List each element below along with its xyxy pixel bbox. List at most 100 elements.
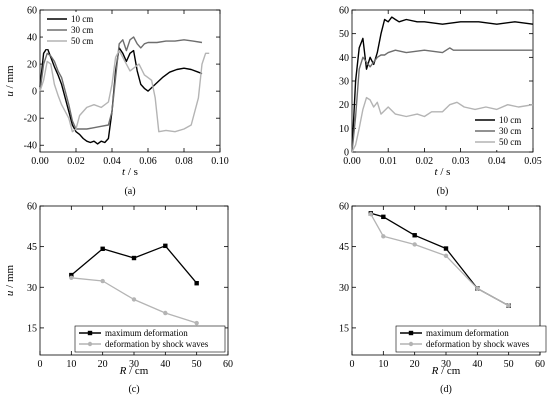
y-tick-label: 50 [339,29,349,40]
y-tick-label: 60 [27,202,37,213]
legend-label: maximum deformation [426,328,509,338]
chart-panel-d: 0 10 20 30 40 50 60 15 30 45 60 R / cm (d) maximum de… [339,202,547,395]
y-tick-label: 15 [27,323,37,334]
x-axis-unit: / cm [126,365,148,377]
series-line-dark_gray [39,36,203,130]
x-tick-label: 30 [441,359,451,370]
y-tick-label: 30 [27,283,37,294]
x-tick-label: 0.02 [67,156,85,167]
x-tick-label: 30 [129,359,139,370]
y-axis-var: u [4,290,16,296]
data-point-circle [368,211,373,217]
series-line-light_gray [351,96,534,153]
x-tick-label: 40 [472,359,482,370]
data-point-circle [381,234,386,239]
data-point-square [194,281,199,286]
y-tick-label: 40 [27,33,37,44]
y-tick-label: 45 [27,242,37,253]
x-axis-var: t [435,166,439,178]
legend-label: deformation by shock waves [426,339,530,349]
y-tick-label: 15 [339,323,349,334]
legend-label: 10 cm [499,115,521,125]
y-axis-title: u / mm [4,264,16,296]
x-tick-label: 0.06 [139,156,157,167]
data-point-square [69,272,74,278]
legend-label: 50 cm [499,137,521,147]
y-tick-label: 0 [32,87,37,98]
data-point-square [131,255,137,261]
data-point-circle [412,242,417,247]
series-line-dark_gray [351,47,533,153]
x-tick-label: 40 [160,359,170,370]
x-tick-label: 20 [98,359,108,370]
legend-box [395,325,547,353]
data-point-square [100,246,105,252]
data-point-square [163,243,168,249]
x-tick-label: 10 [66,359,76,370]
data-point-circle [100,278,105,284]
panel-label: (c) [128,384,139,395]
x-tick-label: 0 [350,359,355,370]
data-point-square [412,233,417,238]
data-point-circle [475,286,480,291]
x-tick-label: 60 [535,359,545,370]
panel-label: (a) [124,186,135,197]
data-point-circle [69,275,74,280]
chart-panel-c: 0 10 20 30 40 50 60 15 30 45 60 R / cm u / mm (c) maxi… [4,202,233,396]
x-tick-label: 0.00 [343,156,361,167]
chart-panel-a: 0.00 0.02 0.04 0.06 0.08 0.10 -40 -20 0 20 40 60 t /… [4,6,229,198]
x-axis-unit: / cm [438,365,460,377]
x-tick-label: 0.02 [416,156,434,167]
legend-label: 30 cm [499,126,521,136]
series-line-light_gray [370,213,510,307]
x-tick-label: 0 [38,359,43,370]
panel-label: (d) [440,384,452,395]
x-axis-var: t [122,166,126,178]
y-axis-title: u / mm [4,65,16,97]
x-axis-unit: / s [125,166,138,178]
x-axis-title: t / s [435,166,451,178]
y-tick-label: 20 [27,60,37,71]
y-tick-label: 30 [339,77,349,88]
y-tick-label: -20 [24,114,37,125]
data-point-circle [443,253,449,259]
legend-label: 30 cm [71,25,93,35]
y-tick-label: 60 [339,202,349,213]
data-point-square [443,246,449,251]
x-tick-label: 0.04 [103,156,121,167]
x-axis-unit: / s [438,166,451,178]
data-point-circle [163,310,168,316]
y-tick-label: 45 [339,242,349,253]
x-tick-label: 60 [223,359,233,370]
series-line-black [70,245,198,284]
chart-panel-b: 0.00 0.01 0.02 0.03 0.04 0.05 0 10 20 30 40 50 60 t /… [339,6,542,198]
legend-marker-square [408,330,414,336]
x-tick-label: 50 [504,359,514,370]
y-tick-label: 20 [339,100,349,111]
legend-marker-square [87,330,93,336]
x-axis-title: t / s [122,166,138,178]
y-axis-unit: / mm [4,65,16,91]
x-tick-label: 0.10 [211,156,229,167]
x-tick-label: 0.03 [452,156,470,167]
x-tick-label: 0.05 [524,156,542,167]
y-tick-label: -40 [24,141,37,152]
series-line-light_gray [39,49,210,133]
series-line-black [351,16,534,153]
x-tick-label: 20 [410,359,420,370]
x-tick-label: 10 [378,359,388,370]
legend-label: deformation by shock waves [105,339,209,349]
y-tick-label: 30 [339,283,349,294]
x-axis-var: R [431,365,439,377]
x-axis-title: R / cm [119,365,149,377]
x-tick-label: 50 [192,359,202,370]
legend-box [74,325,226,353]
data-point-square [381,214,386,220]
y-tick-label: 60 [339,6,349,17]
x-tick-label: 0.01 [379,156,397,167]
y-tick-label: 0 [344,148,349,159]
